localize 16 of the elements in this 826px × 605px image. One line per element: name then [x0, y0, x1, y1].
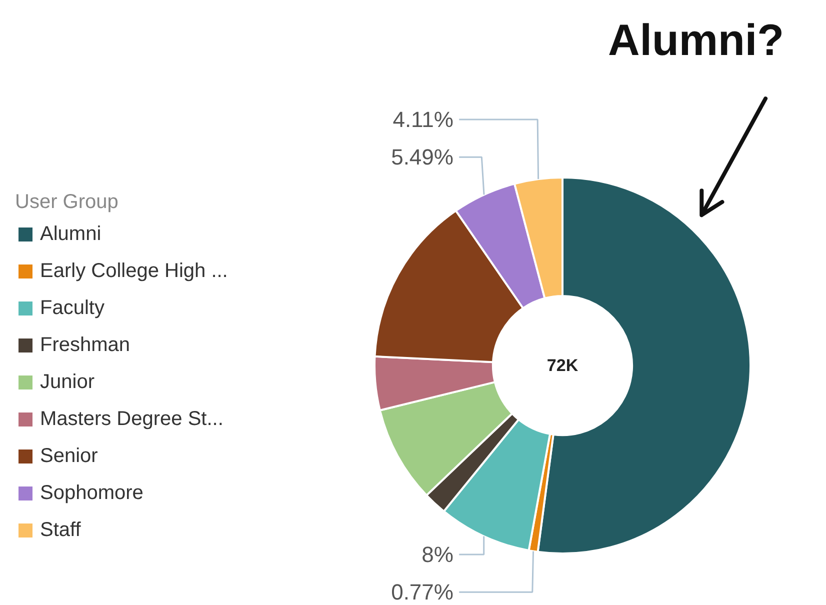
data-label: 4.11% — [392, 106, 454, 132]
data-label: 0.77% — [391, 580, 454, 605]
legend-label: Masters Degree St... — [40, 406, 224, 432]
legend-label: Freshman — [40, 332, 130, 358]
legend-label: Senior — [40, 444, 98, 468]
data-label: 5.49% — [391, 144, 454, 170]
text: Alumni? — [608, 16, 784, 65]
legend-label: Faculty — [40, 296, 104, 320]
text: 72K — [546, 356, 579, 375]
data-label: 8% — [422, 542, 454, 567]
legend-label: Sophomore — [40, 480, 144, 506]
legend-label: Junior — [40, 370, 94, 394]
legend-title: User Group — [15, 191, 120, 214]
legend-label: Alumni — [40, 222, 102, 246]
legend-label: Staff — [40, 518, 81, 542]
legend-label: Early College High ... — [40, 258, 228, 284]
